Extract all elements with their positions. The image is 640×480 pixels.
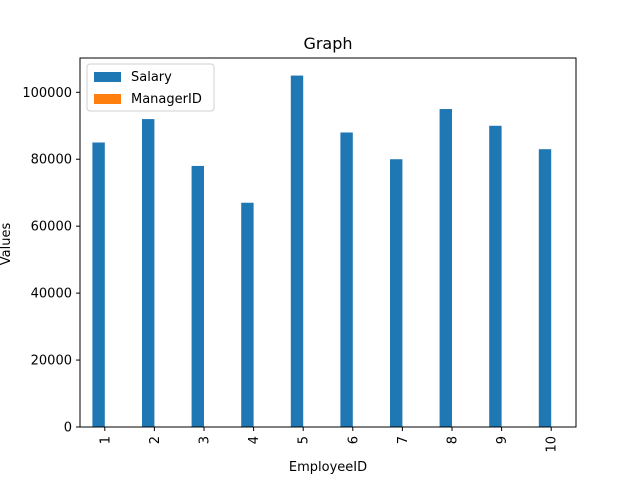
bar-salary-4 <box>241 202 254 427</box>
chart-title: Graph <box>303 34 352 53</box>
bar-salary-8 <box>439 109 452 427</box>
y-tick-label-0: 0 <box>64 421 72 436</box>
y-tick-label-100000: 100000 <box>22 86 72 101</box>
legend-swatch-salary <box>94 72 121 82</box>
x-tick-label-4: 4 <box>247 436 262 444</box>
y-tick-label-80000: 80000 <box>31 153 72 168</box>
y-tick-label-40000: 40000 <box>31 287 72 302</box>
y-tick-label-20000: 20000 <box>31 354 72 369</box>
x-tick-label-10: 10 <box>545 436 560 453</box>
bar-salary-2 <box>142 119 155 427</box>
x-tick-label-7: 7 <box>396 436 411 444</box>
legend-swatch-managerid <box>94 94 121 104</box>
legend-label-managerid: ManagerID <box>131 92 202 107</box>
y-axis-label: Values <box>0 223 14 266</box>
bar-salary-9 <box>489 125 502 427</box>
x-tick-label-8: 8 <box>446 436 461 444</box>
x-tick-label-6: 6 <box>346 436 361 444</box>
x-tick-label-2: 2 <box>148 436 163 444</box>
plot-area: 0 20000 40000 60000 80000 100000 1 2 3 4 5 6 7 8 9 10 <box>22 57 577 453</box>
x-tick-label-9: 9 <box>495 436 510 444</box>
bar-salary-5 <box>290 75 304 427</box>
bar-salary-1 <box>92 142 105 427</box>
bar-salary-3 <box>191 165 204 427</box>
plot-frame <box>79 57 577 428</box>
legend-label-salary: Salary <box>131 70 172 85</box>
x-tick-label-1: 1 <box>98 436 113 444</box>
y-tick-label-60000: 60000 <box>31 220 72 235</box>
x-axis-label: EmployeeID <box>289 460 367 475</box>
bar-salary-7 <box>390 159 403 428</box>
legend: Salary ManagerID <box>86 63 215 112</box>
bar-salary-6 <box>340 132 353 427</box>
bar-salary-10 <box>538 149 552 427</box>
x-tick-label-3: 3 <box>198 436 213 444</box>
x-tick-label-5: 5 <box>297 436 312 444</box>
